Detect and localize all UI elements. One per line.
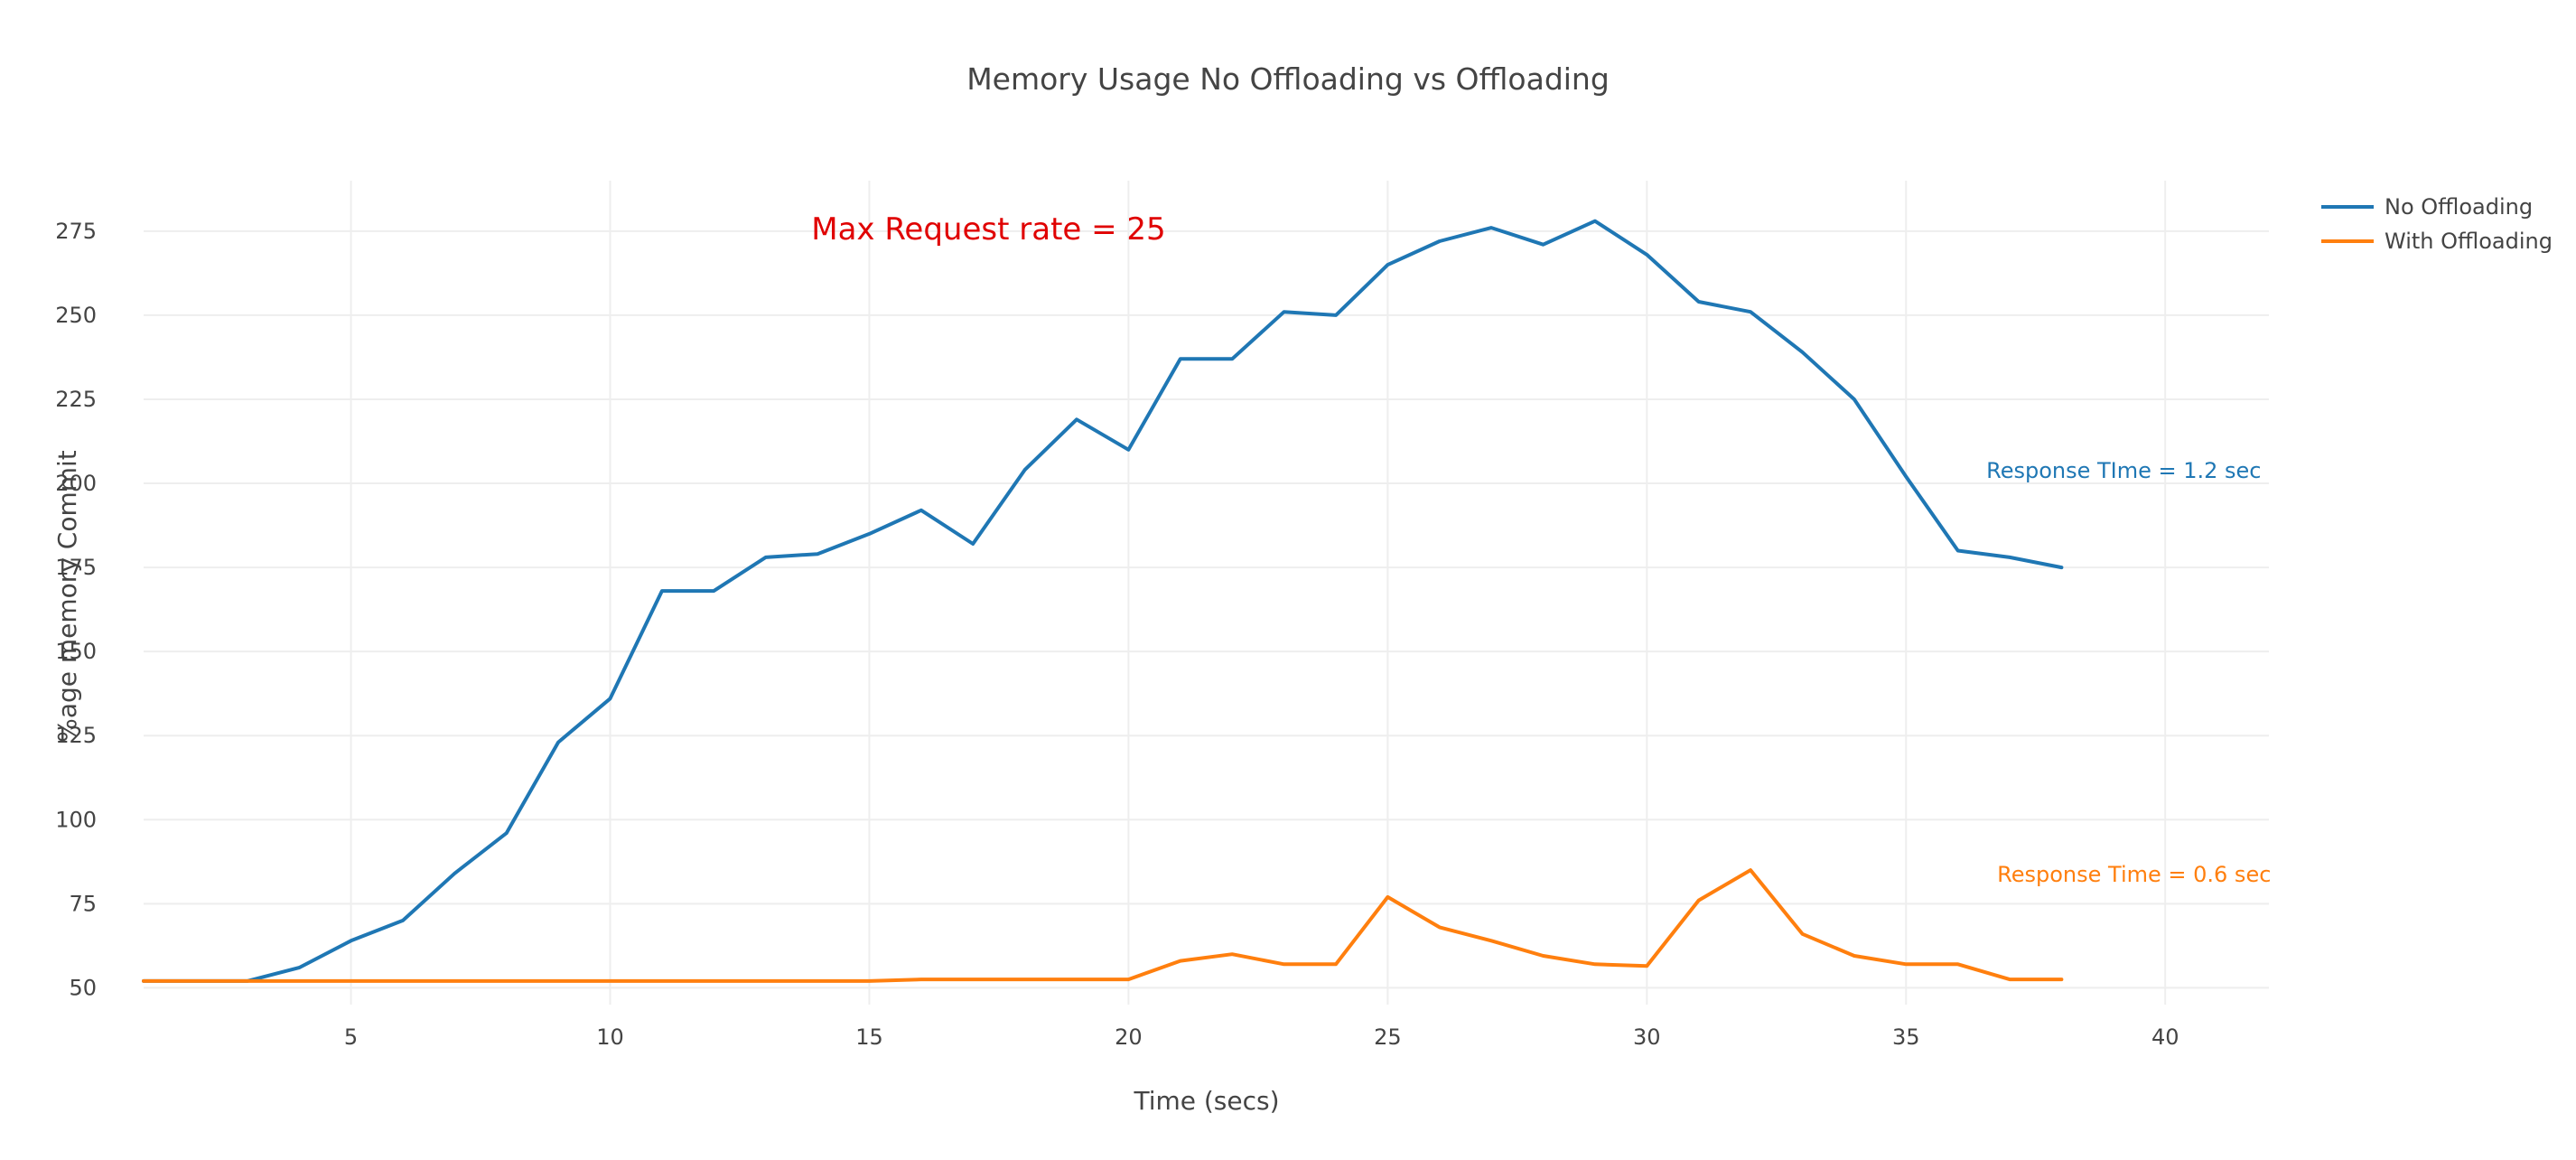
annotation-text: Response Time = 0.6 sec xyxy=(1997,862,2271,887)
y-tick-label: 100 xyxy=(55,807,97,832)
x-tick-label: 35 xyxy=(1892,1024,1920,1050)
x-tick-label: 5 xyxy=(344,1024,358,1050)
legend-label: With Offloading xyxy=(2385,229,2553,254)
legend-item[interactable]: No Offloading xyxy=(2321,194,2533,220)
y-axis-title: %age memory Commit xyxy=(52,450,82,743)
x-axis-ticks: 5 10 15 20 25 30 35 40 xyxy=(344,1024,2179,1050)
y-tick-label: 150 xyxy=(55,639,97,664)
x-tick-label: 10 xyxy=(596,1024,624,1050)
annotations: Max Request rate = 25 Response TIme = 1.2… xyxy=(811,211,2271,887)
grid-layer xyxy=(144,181,2269,1005)
chart-title: Memory Usage No Offloading vs Offloading xyxy=(966,61,1610,97)
x-axis-title: Time (secs) xyxy=(1133,1086,1279,1116)
y-tick-label: 250 xyxy=(55,303,97,328)
y-tick-label: 200 xyxy=(55,471,97,496)
y-tick-label: 175 xyxy=(55,555,97,580)
y-tick-label: 275 xyxy=(55,219,97,244)
legend-label: No Offloading xyxy=(2385,194,2533,220)
x-tick-label: 30 xyxy=(1633,1024,1661,1050)
annotation-text: Response TIme = 1.2 sec xyxy=(1986,458,2261,483)
x-tick-label: 25 xyxy=(1374,1024,1402,1050)
series-line-no-offloading xyxy=(142,219,2064,983)
annotation-text: Max Request rate = 25 xyxy=(811,211,1165,248)
x-tick-label: 20 xyxy=(1115,1024,1143,1050)
legend[interactable]: No Offloading With Offloading xyxy=(2321,194,2553,254)
series-layer xyxy=(142,219,2064,983)
y-axis-ticks: 50 75 100 125 150 175 200 225 250 275 xyxy=(55,219,97,1001)
y-tick-label: 50 xyxy=(69,975,97,1000)
y-tick-label: 75 xyxy=(69,891,97,916)
x-tick-label: 15 xyxy=(855,1024,883,1050)
series-line-with-offloading xyxy=(142,868,2064,983)
legend-item[interactable]: With Offloading xyxy=(2321,229,2553,254)
y-tick-label: 125 xyxy=(55,723,97,748)
x-tick-label: 40 xyxy=(2151,1024,2179,1050)
y-tick-label: 225 xyxy=(55,387,97,412)
